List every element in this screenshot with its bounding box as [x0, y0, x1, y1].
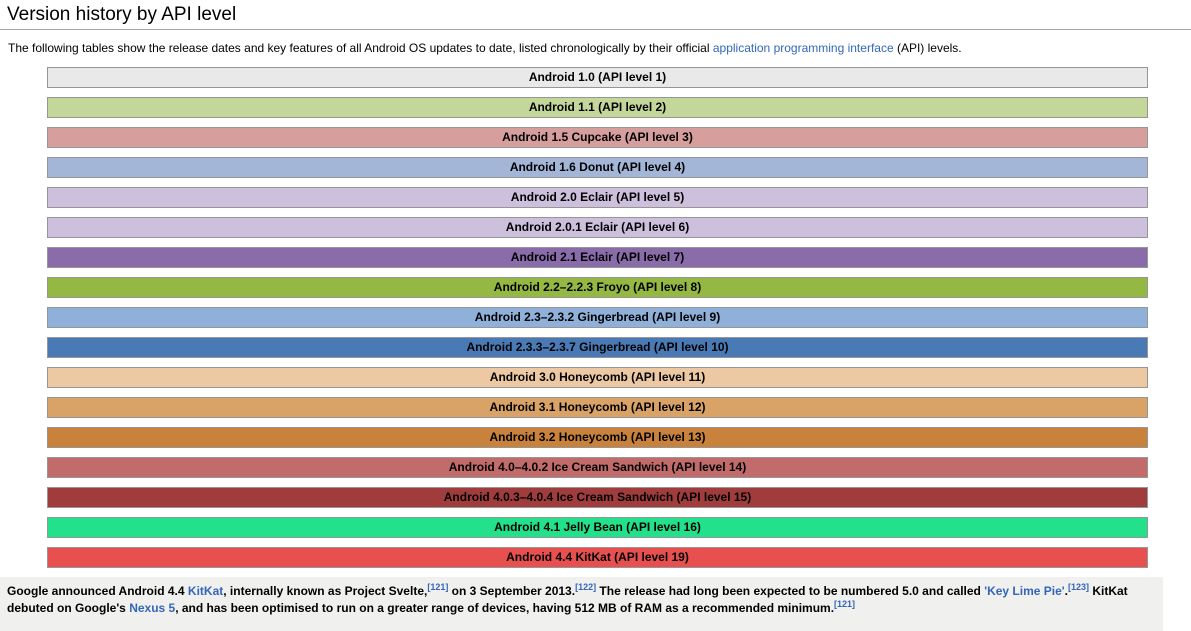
text-link[interactable]: application programming interface	[712, 41, 894, 55]
text-link[interactable]: KitKat	[187, 584, 224, 598]
text-run: on 3 September 2013.	[448, 584, 576, 598]
text-run: The following tables show the release da…	[8, 41, 713, 55]
version-bar-api-19: Android 4.4 KitKat (API level 19)	[47, 547, 1148, 568]
version-bar-api-16: Android 4.1 Jelly Bean (API level 16)	[47, 517, 1148, 538]
text-run: The release had long been expected to be…	[596, 584, 985, 598]
version-bar-api-7: Android 2.1 Eclair (API level 7)	[47, 247, 1148, 268]
page-title: Version history by API level	[0, 0, 1191, 30]
reference-sup: [122]	[575, 582, 596, 592]
version-bar-api-1: Android 1.0 (API level 1)	[47, 67, 1148, 88]
version-table: Android 1.0 (API level 1) Android 1.1 (AP…	[47, 67, 1148, 568]
version-bar-api-4: Android 1.6 Donut (API level 4)	[47, 157, 1148, 178]
version-bar-api-3: Android 1.5 Cupcake (API level 3)	[47, 127, 1148, 148]
text-link[interactable]: 'Key Lime Pie'	[984, 584, 1065, 598]
version-bar-api-14: Android 4.0–4.0.2 Ice Cream Sandwich (AP…	[47, 457, 1148, 478]
text-run: Google announced Android 4.4	[7, 584, 188, 598]
kitkat-note: Google announced Android 4.4 KitKat, int…	[0, 577, 1163, 631]
text-link[interactable]: Nexus 5	[129, 601, 176, 615]
version-bar-api-13: Android 3.2 Honeycomb (API level 13)	[47, 427, 1148, 448]
version-bar-api-12: Android 3.1 Honeycomb (API level 12)	[47, 397, 1148, 418]
version-bar-api-2: Android 1.1 (API level 2)	[47, 97, 1148, 118]
version-bar-api-9: Android 2.3–2.3.2 Gingerbread (API level…	[47, 307, 1148, 328]
reference-sup: [123]	[1068, 582, 1089, 592]
text-run: (API) levels.	[893, 41, 962, 55]
reference-sup: [121]	[427, 582, 448, 592]
version-bar-api-11: Android 3.0 Honeycomb (API level 11)	[47, 367, 1148, 388]
reference-link[interactable]: [121]	[427, 582, 449, 592]
version-bar-api-10: Android 2.3.3–2.3.7 Gingerbread (API lev…	[47, 337, 1148, 358]
intro-paragraph: The following tables show the release da…	[8, 41, 1191, 56]
version-bar-api-6: Android 2.0.1 Eclair (API level 6)	[47, 217, 1148, 238]
text-run: .	[1064, 584, 1068, 598]
version-bar-api-8: Android 2.2–2.2.3 Froyo (API level 8)	[47, 277, 1148, 298]
text-run: , internally known as Project Svelte,	[223, 584, 428, 598]
text-run: , and has been optimised to run on a gre…	[175, 601, 835, 615]
version-bar-api-15: Android 4.0.3–4.0.4 Ice Cream Sandwich (…	[47, 487, 1148, 508]
reference-link[interactable]: [123]	[1067, 582, 1089, 592]
reference-link[interactable]: [122]	[575, 582, 597, 592]
version-bar-api-5: Android 2.0 Eclair (API level 5)	[47, 187, 1148, 208]
